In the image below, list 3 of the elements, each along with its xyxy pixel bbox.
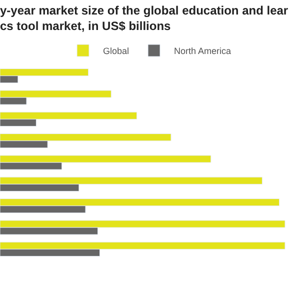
chart-title: y-year market size of the global education and lear cs tool market, in US$ billions [0,3,288,33]
legend-label: Global [103,46,130,56]
legend-label: North America [174,46,232,56]
